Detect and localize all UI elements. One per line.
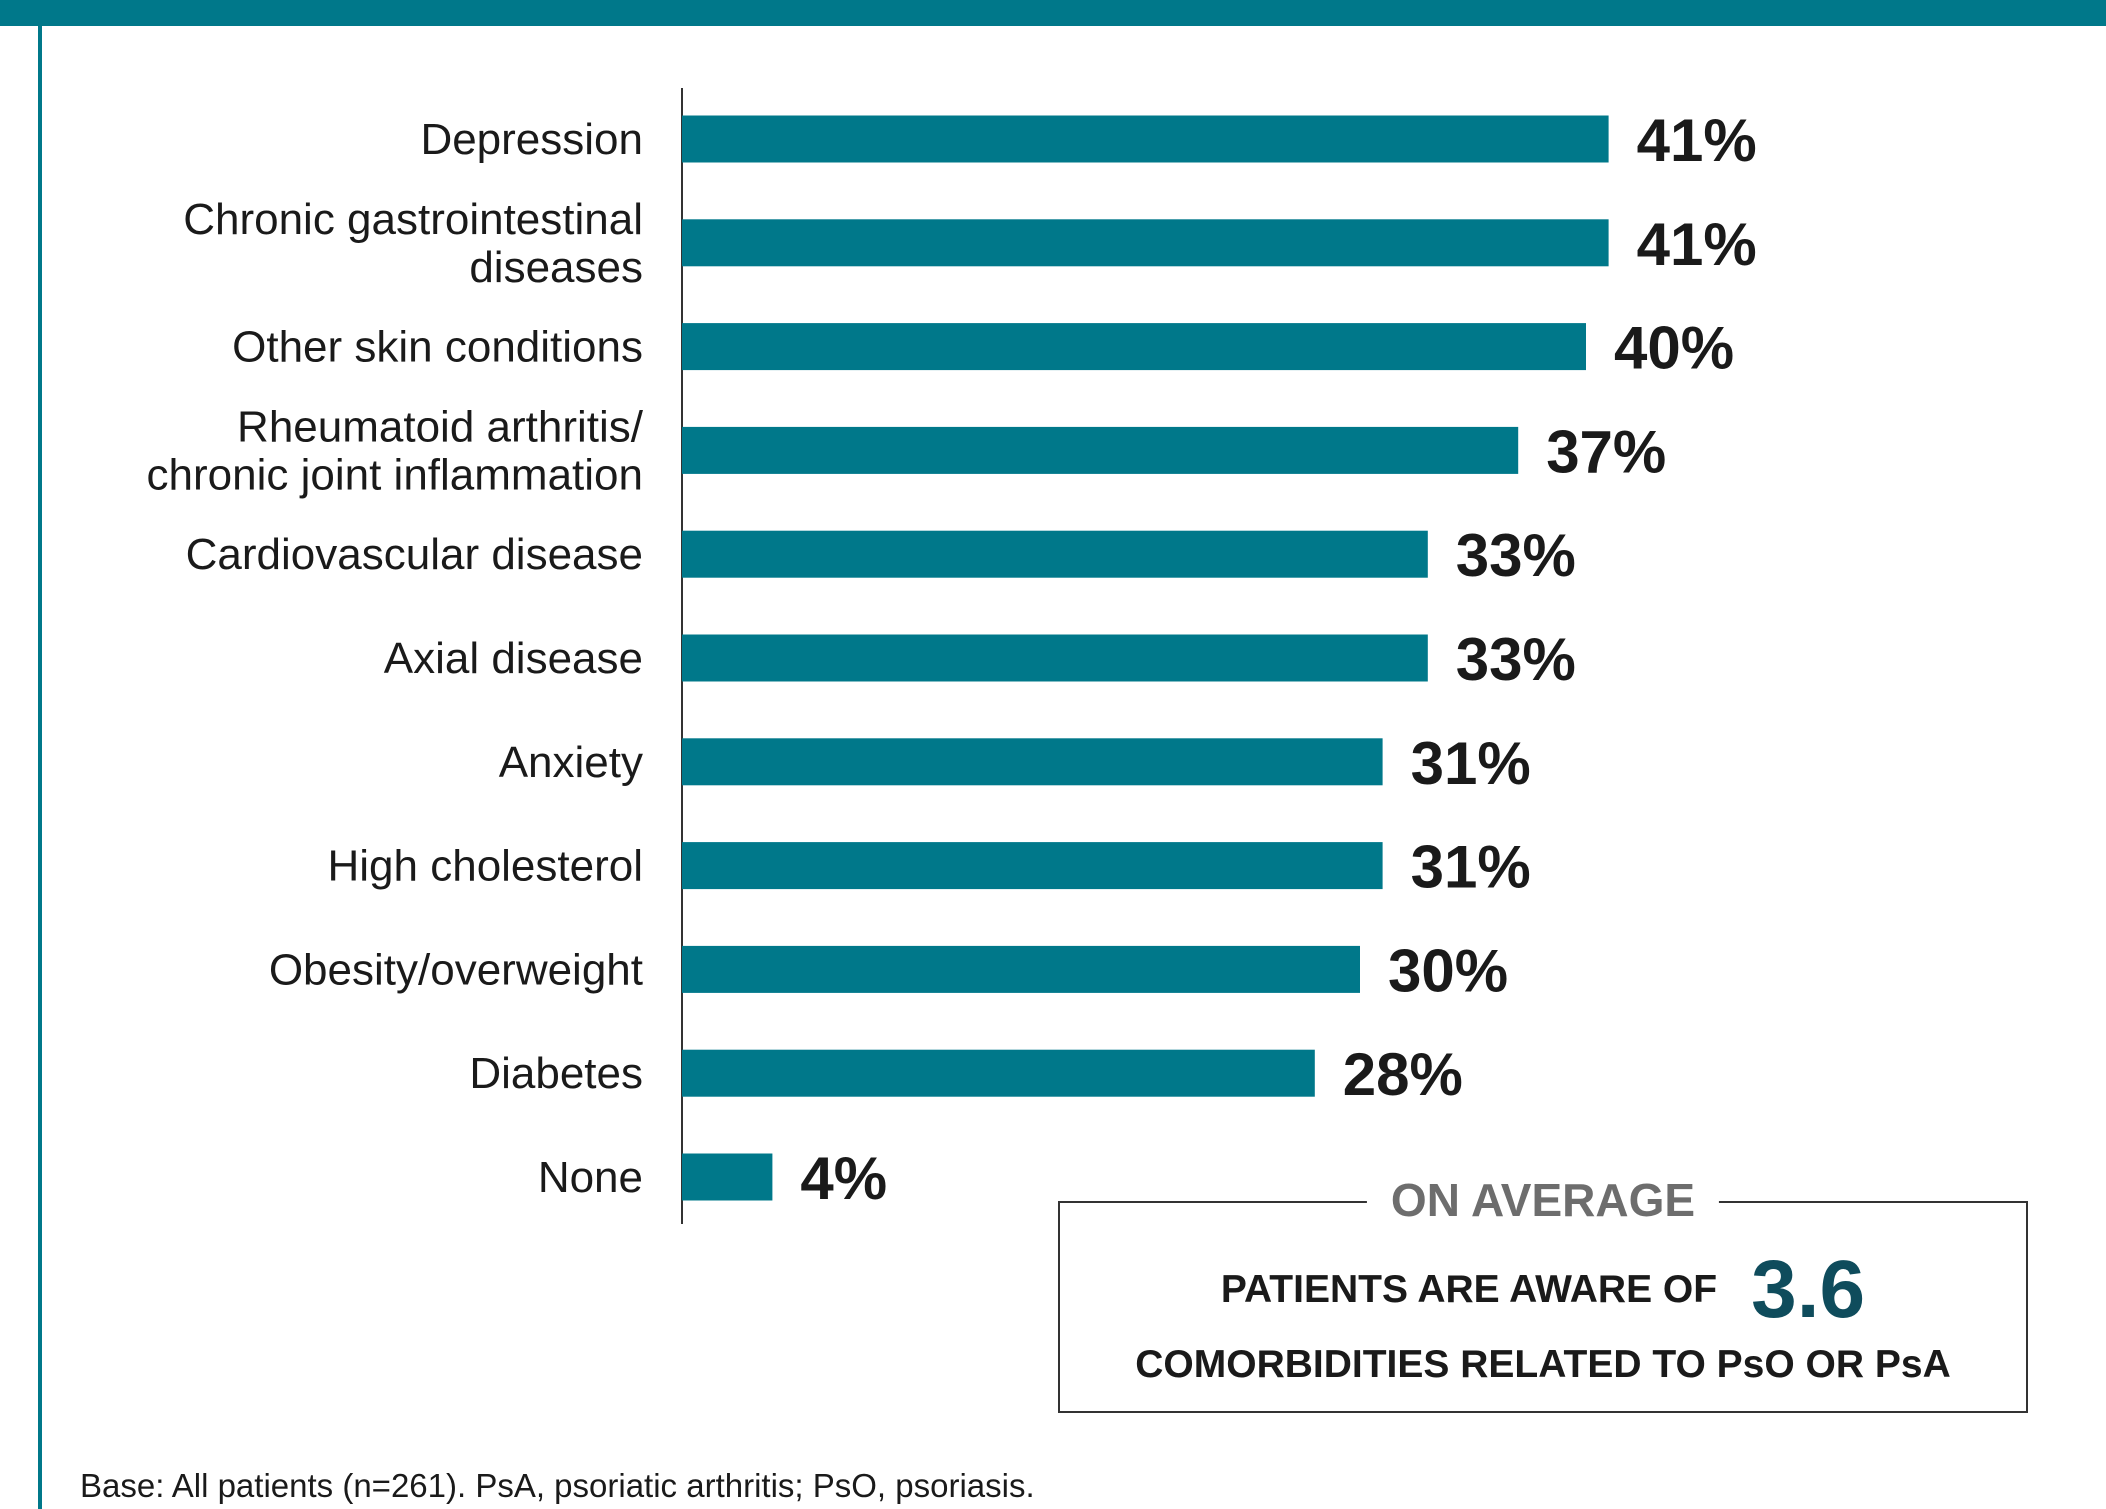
top-accent-bar [0, 0, 2106, 26]
bar-value-label: 33% [1456, 522, 1576, 589]
summary-heading: ON AVERAGE [1366, 1170, 1720, 1230]
summary-line-1-text: PATIENTS ARE AWARE OF [1220, 1268, 1718, 1311]
bar [682, 115, 1609, 163]
bar-value-label: 33% [1456, 626, 1576, 693]
footnote: Base: All patients (n=261). PsA, psoriat… [80, 1467, 1035, 1504]
category-label: Obesity/overweight [269, 945, 643, 994]
bar [682, 634, 1428, 682]
category-label: Cardiovascular disease [186, 530, 643, 579]
category-label: High cholesterol [328, 842, 644, 891]
on-average-summary-box: ON AVERAGE PATIENTS ARE AWARE OF 3.6 COMO… [1058, 1170, 2028, 1413]
category-label: chronic joint inflammation [147, 450, 643, 499]
category-label: Chronic gastrointestinal [183, 195, 643, 244]
category-label: diseases [469, 243, 643, 292]
bar [682, 219, 1609, 267]
category-label: Rheumatoid arthritis/ [237, 402, 644, 451]
summary-line-1: PATIENTS ARE AWARE OF 3.6 [1060, 1243, 2026, 1337]
category-label: Depression [420, 115, 643, 164]
bar-value-label: 31% [1411, 730, 1531, 797]
category-label: Other skin conditions [232, 323, 643, 372]
bar-value-label: 41% [1637, 211, 1757, 278]
bar-value-label: 41% [1637, 107, 1757, 174]
category-label: None [538, 1153, 643, 1202]
bar [682, 323, 1586, 371]
category-label: Anxiety [499, 738, 643, 787]
bar [682, 945, 1360, 993]
summary-average-value: 3.6 [1751, 1244, 1866, 1335]
bar-value-label: 40% [1614, 315, 1734, 382]
category-label: Axial disease [384, 634, 643, 683]
bar-value-label: 37% [1546, 418, 1666, 485]
bar [682, 426, 1519, 474]
bar [682, 842, 1383, 890]
left-border-rule [38, 0, 42, 1509]
category-label: Diabetes [469, 1049, 643, 1098]
bar [682, 530, 1428, 578]
bar-value-label: 4% [800, 1145, 887, 1212]
bar [682, 1049, 1315, 1097]
bar [682, 738, 1383, 786]
summary-line-2: COMORBIDITIES RELATED TO PsO OR PsA [1135, 1343, 1951, 1386]
bar-value-label: 31% [1411, 834, 1531, 901]
bar [682, 1153, 773, 1201]
bar-value-label: 28% [1343, 1041, 1463, 1108]
bar-value-label: 30% [1388, 937, 1508, 1004]
